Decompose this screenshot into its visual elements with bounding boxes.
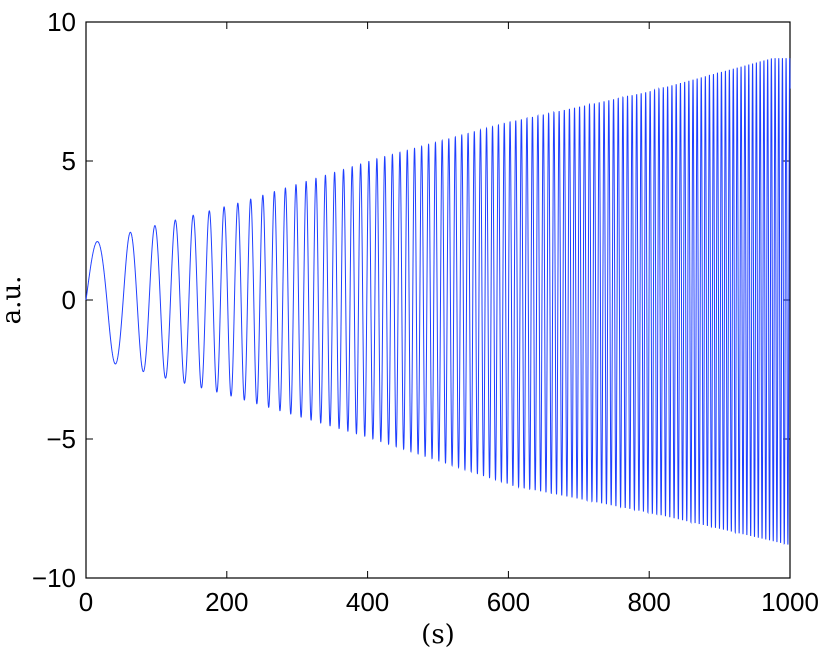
y-tick-label: −10	[32, 563, 76, 593]
y-axis-label: a.u.	[0, 276, 27, 325]
x-tick-label: 1000	[761, 587, 819, 617]
x-axis: 0 200 400 600 800 1000	[79, 22, 819, 617]
x-tick-label: 800	[628, 587, 671, 617]
x-tick-label: 600	[487, 587, 530, 617]
y-axis: −10 −5 0 5 10	[32, 7, 790, 593]
x-tick-label: 400	[346, 587, 389, 617]
y-tick-label: 0	[62, 285, 76, 315]
series-line	[85, 58, 791, 545]
x-axis-label: (s)	[421, 620, 455, 650]
y-tick-label: −5	[46, 424, 76, 454]
x-tick-label: 0	[79, 587, 93, 617]
x-tick-label: 200	[205, 587, 248, 617]
y-tick-label: 5	[62, 146, 76, 176]
y-tick-label: 10	[47, 7, 76, 37]
